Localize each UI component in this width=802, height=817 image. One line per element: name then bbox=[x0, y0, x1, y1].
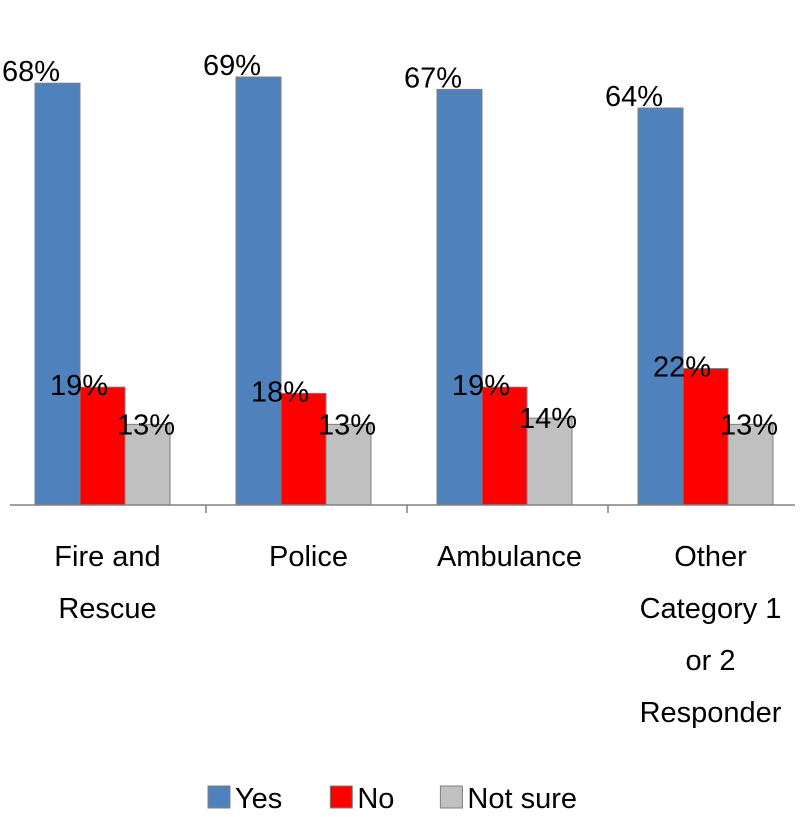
data-label: 13% bbox=[117, 409, 175, 441]
data-label: 19% bbox=[50, 370, 108, 402]
bar-yes bbox=[436, 88, 483, 506]
category-label: Category 1 bbox=[640, 593, 782, 625]
legend: Yes No Not sure bbox=[207, 783, 577, 815]
category-label: Fire and bbox=[54, 541, 160, 573]
legend-swatch-not-sure bbox=[439, 785, 463, 809]
legend-label: Yes bbox=[235, 783, 282, 812]
category-labels-layer: Fire and Rescue Police Ambulance Other Catego… bbox=[54, 541, 781, 729]
category-label: Other bbox=[674, 541, 747, 573]
data-label: 22% bbox=[653, 352, 711, 384]
data-label: 13% bbox=[720, 409, 778, 441]
bar-yes bbox=[637, 107, 684, 506]
bar-not-sure bbox=[727, 423, 774, 506]
bar-not-sure bbox=[124, 423, 171, 506]
data-label: 67% bbox=[404, 62, 462, 94]
data-label: 68% bbox=[2, 56, 60, 88]
legend-label: No bbox=[357, 783, 394, 812]
bar-no bbox=[79, 386, 126, 506]
category-label: or 2 bbox=[686, 645, 736, 677]
legend-swatch-yes bbox=[207, 785, 231, 809]
data-label: 13% bbox=[318, 409, 376, 441]
data-labels-layer: 68% 19% 13% 69% 18% 13% 67% 19% 14% 64% 22% 13% bbox=[2, 50, 778, 441]
category-label: Rescue bbox=[58, 593, 156, 625]
data-label: 18% bbox=[251, 376, 309, 408]
bar-not-sure bbox=[325, 423, 372, 506]
category-label: Ambulance bbox=[437, 541, 582, 573]
bar-yes bbox=[34, 82, 81, 506]
bar-no bbox=[481, 386, 528, 506]
data-label: 64% bbox=[605, 81, 663, 113]
data-label: 19% bbox=[452, 370, 510, 402]
data-label: 14% bbox=[519, 403, 577, 435]
bars-layer bbox=[34, 76, 774, 506]
category-label: Responder bbox=[640, 697, 782, 729]
legend-swatch-no bbox=[329, 785, 353, 809]
x-axis-ticks bbox=[205, 505, 609, 513]
legend-label: Not sure bbox=[467, 783, 577, 812]
data-label: 69% bbox=[203, 50, 261, 82]
category-label: Police bbox=[269, 541, 348, 573]
bar-yes bbox=[235, 76, 282, 506]
